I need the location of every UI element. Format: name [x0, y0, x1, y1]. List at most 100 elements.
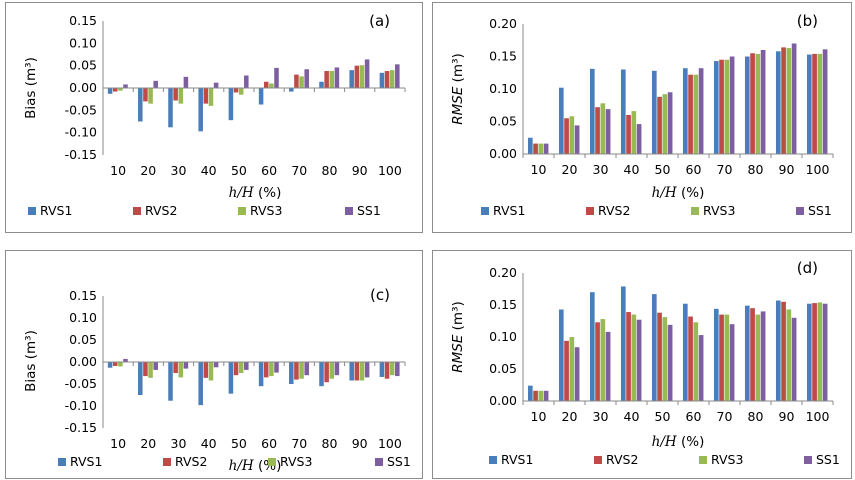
- bar-rvs3-50: [662, 317, 668, 401]
- bar-rvs1-30: [589, 68, 595, 154]
- legend-swatch-rvs2: [133, 207, 141, 215]
- bar-rvs3-70: [724, 314, 730, 401]
- bar-rvs1-70: [289, 88, 294, 92]
- y-tick-label: 0.20: [489, 265, 517, 280]
- bar-ss1-70: [729, 56, 735, 154]
- x-tick-label: 60: [686, 409, 702, 424]
- legend-swatch-ss1: [804, 456, 812, 464]
- bar-ss1-20: [153, 362, 158, 370]
- y-tick-label: -0.10: [65, 398, 97, 413]
- bar-rvs3-40: [631, 111, 637, 154]
- bar-rvs2-10: [112, 362, 118, 366]
- y-tick-label: 0.05: [69, 332, 97, 347]
- legend: RVS1 RVS2 RVS3 SS1: [58, 454, 411, 469]
- bar-ss1-50: [667, 324, 673, 401]
- bar-ss1-80: [334, 67, 340, 88]
- legend-label-rvs2: RVS2: [145, 203, 177, 218]
- bar-ss1-100: [822, 303, 828, 401]
- bar-ss1-90: [791, 43, 797, 154]
- bar-rvs1-10: [107, 362, 113, 368]
- bar-rvs1-40: [620, 286, 626, 401]
- bar-rvs2-80: [750, 53, 755, 154]
- x-tick-label: 20: [562, 409, 578, 424]
- bar-ss1-50: [244, 75, 249, 88]
- legend-swatch-rvs1: [28, 207, 36, 215]
- x-tick-label: 80: [748, 409, 764, 424]
- x-tick-label: 80: [748, 162, 764, 177]
- bar-ss1-90: [791, 317, 797, 401]
- bar-rvs3-80: [329, 71, 335, 88]
- y-tick-label: 0.00: [489, 393, 517, 408]
- x-tick-label: 100: [378, 163, 402, 178]
- bar-rvs2-60: [688, 74, 693, 154]
- bar-rvs3-100: [389, 70, 395, 88]
- y-tick-label: 0.10: [489, 329, 517, 344]
- chart-panel-2: 0.15 0.10 0.05 0.00 -0.05 -0.10 -0.15 10 20 30 40 5…: [5, 250, 423, 479]
- y-tick-label: 0.15: [489, 297, 517, 312]
- bar-rvs3-90: [359, 65, 365, 88]
- x-axis-label: h/H (%): [652, 434, 705, 450]
- bar-rvs3-50: [238, 362, 244, 373]
- bar-rvs2-60: [263, 362, 269, 378]
- y-tick-label: -0.15: [65, 420, 97, 435]
- bar-ss1-50: [667, 92, 673, 154]
- legend-label-ss1: SS1: [816, 452, 840, 467]
- bar-rvs1-80: [319, 81, 324, 88]
- y-axis-label: RMSE (m³): [450, 53, 466, 125]
- bar-ss1-20: [153, 80, 158, 88]
- bar-ss1-100: [395, 64, 400, 88]
- x-tick-label: 70: [717, 162, 733, 177]
- x-tick-label: 30: [171, 436, 187, 451]
- bar-ss1-100: [395, 362, 400, 377]
- panel-frame: [5, 2, 423, 233]
- bar-rvs3-10: [118, 88, 123, 91]
- bar-rvs3-30: [178, 88, 184, 104]
- x-tick-label: 10: [110, 163, 126, 178]
- panel-label: (b): [797, 12, 818, 30]
- bar-rvs2-80: [324, 362, 329, 383]
- bar-rvs2-10: [533, 390, 538, 401]
- x-tick-label: 10: [531, 409, 547, 424]
- legend: RVS1 RVS2 RVS3 SS1: [489, 452, 840, 467]
- bar-ss1-60: [274, 67, 279, 88]
- y-tick-label: 0.00: [69, 80, 97, 95]
- bar-rvs3-30: [600, 103, 606, 154]
- legend-label-rvs3: RVS3: [703, 203, 735, 218]
- legend-label-rvs2: RVS2: [175, 454, 207, 469]
- bar-rvs3-50: [662, 94, 668, 154]
- bar-rvs1-40: [198, 88, 203, 132]
- bar-rvs1-20: [138, 362, 143, 395]
- bar-rvs2-70: [719, 314, 724, 401]
- x-tick-label: 100: [378, 436, 402, 451]
- bar-rvs3-40: [208, 88, 214, 106]
- x-tick-label: 30: [593, 409, 609, 424]
- y-tick-label: 0.10: [69, 310, 97, 325]
- y-tick-label: -0.15: [65, 147, 97, 162]
- bar-rvs1-100: [806, 303, 812, 401]
- chart-panel-0: 0.15 0.10 0.05 0.00 -0.05 -0.10 -0.15 10 20 30 40 5…: [5, 2, 423, 233]
- bar-rvs2-70: [719, 59, 724, 154]
- bar-ss1-70: [304, 69, 309, 88]
- y-tick-label: 0.00: [489, 146, 517, 161]
- bar-rvs2-10: [533, 143, 538, 154]
- bar-ss1-10: [123, 84, 128, 88]
- bar-ss1-50: [244, 362, 249, 370]
- bar-rvs3-10: [538, 390, 544, 401]
- bar-rvs1-60: [258, 362, 264, 387]
- bar-rvs1-100: [379, 362, 385, 377]
- bar-ss1-70: [729, 324, 735, 401]
- bar-ss1-30: [605, 109, 611, 154]
- bar-rvs1-100: [379, 72, 385, 88]
- x-tick-label: 10: [110, 436, 126, 451]
- legend-label-rvs1: RVS1: [40, 203, 72, 218]
- bar-ss1-90: [364, 362, 370, 378]
- legend: RVS1 RVS2 RVS3 SS1: [481, 203, 832, 218]
- bar-rvs1-20: [558, 309, 564, 401]
- bar-rvs2-90: [781, 47, 786, 154]
- x-tick-label: 10: [531, 162, 547, 177]
- bar-rvs1-80: [744, 305, 750, 401]
- bar-ss1-60: [274, 362, 279, 373]
- x-tick-label: 50: [231, 436, 247, 451]
- y-tick-label: -0.05: [65, 376, 97, 391]
